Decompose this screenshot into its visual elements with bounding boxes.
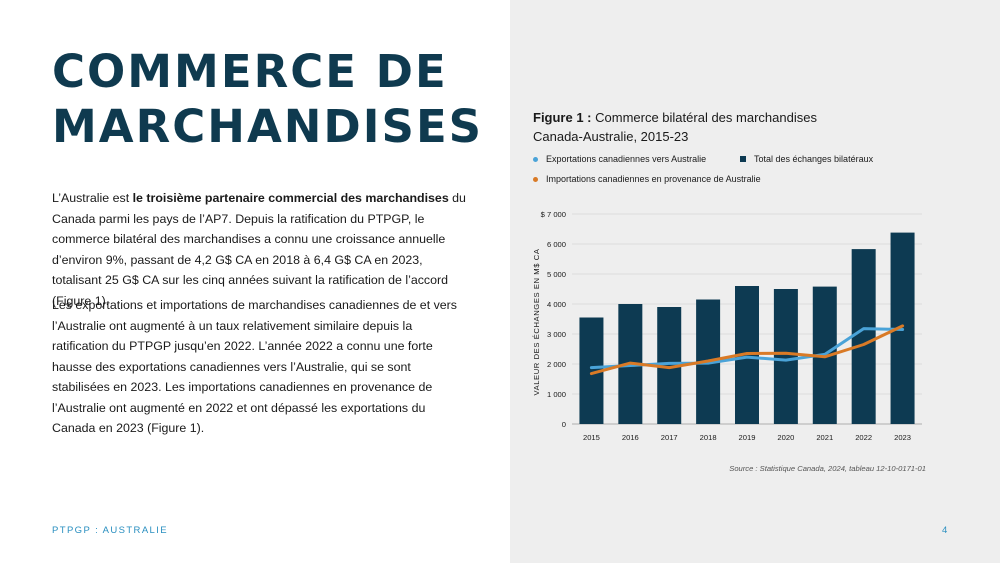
y-tick-label: 6 000 bbox=[547, 240, 566, 249]
intro-text-bold: le troisième partenaire commercial des m… bbox=[132, 191, 449, 205]
figure-panel bbox=[510, 0, 1000, 563]
bar-total bbox=[773, 289, 798, 424]
legend-imports: Importations canadiennes en provenance d… bbox=[533, 174, 761, 184]
y-tick-label: 5 000 bbox=[547, 270, 566, 279]
x-tick-labels: 2015 2016 2017 2018 2019 2020 2021 2022 2023 bbox=[583, 433, 911, 442]
legend-exports: Exportations canadiennes vers Australie bbox=[533, 154, 706, 164]
x-tick-label: 2023 bbox=[894, 433, 911, 442]
y-axis-label: VALEUR DES ÉCHANGES EN M$ CA bbox=[532, 248, 541, 395]
x-tick-label: 2022 bbox=[855, 433, 872, 442]
legend-exports-label: Exportations canadiennes vers Australie bbox=[546, 154, 707, 164]
figure-title: Figure 1 : Commerce bilatéral des marcha… bbox=[533, 108, 863, 146]
y-tick-label: 0 bbox=[562, 420, 566, 429]
legend-total-label: Total des échanges bilatéraux bbox=[754, 154, 874, 164]
page-title: COMMERCE DE MARCHANDISES bbox=[52, 45, 484, 153]
figure-source: Source : Statistique Canada, 2024, table… bbox=[729, 464, 926, 473]
exports-legend-dot-icon bbox=[533, 156, 538, 162]
x-tick-label: 2016 bbox=[622, 433, 639, 442]
line-imports bbox=[589, 324, 905, 376]
intro-paragraph: L’Australie est le troisième partenaire … bbox=[52, 188, 472, 311]
x-tick-label: 2021 bbox=[816, 433, 833, 442]
imports-legend-dot-icon bbox=[533, 176, 538, 182]
x-tick-label: 2015 bbox=[583, 433, 600, 442]
legend-total: Total des échanges bilatéraux bbox=[740, 154, 873, 164]
intro-text-end: du Canada parmi les pays de l’AP7. Depui… bbox=[52, 191, 466, 308]
x-tick-label: 2018 bbox=[700, 433, 717, 442]
lines bbox=[589, 324, 905, 376]
x-tick-label: 2017 bbox=[661, 433, 678, 442]
intro-text-start: L’Australie est bbox=[52, 191, 133, 205]
legend-imports-label: Importations canadiennes en provenance d… bbox=[546, 174, 761, 184]
trade-chart: VALEUR DES ÉCHANGES EN M$ CA 0 1 000 2 000… bbox=[532, 210, 922, 442]
y-tick-label: 3 000 bbox=[547, 330, 566, 339]
figure-label: Figure 1 : bbox=[533, 110, 592, 125]
x-tick-label: 2019 bbox=[739, 433, 756, 442]
x-tick-label: 2020 bbox=[777, 433, 794, 442]
y-tick-label: 2 000 bbox=[547, 360, 566, 369]
total-legend-square-icon bbox=[740, 156, 746, 162]
y-tick-label: $ 7 000 bbox=[541, 210, 566, 219]
footer-section-label: PTPGP : AUSTRALIE bbox=[52, 525, 169, 536]
page-number: 4 bbox=[942, 525, 948, 536]
figure-caption: Commerce bilatéral des marchandises Cana… bbox=[533, 110, 817, 144]
y-tick-labels: 0 1 000 2 000 3 000 4 000 5 000 6 000 $ 7 000 bbox=[541, 210, 566, 429]
y-tick-label: 4 000 bbox=[547, 300, 566, 309]
bar-total bbox=[851, 249, 876, 424]
text-panel: COMMERCE DE MARCHANDISES L’Australie est… bbox=[52, 45, 484, 536]
detail-paragraph: Les exportations et importations de marc… bbox=[52, 298, 457, 435]
y-tick-label: 1 000 bbox=[547, 390, 566, 399]
